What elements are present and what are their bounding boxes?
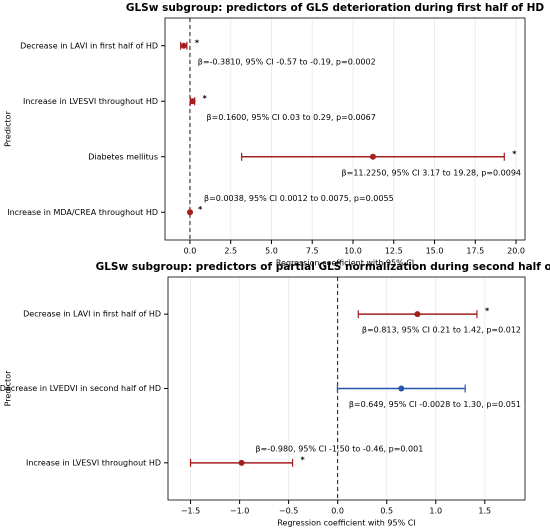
y-tick-label: Diabetes mellitus	[88, 152, 158, 161]
y-tick-label: Increase in LVESVI throughout HD	[23, 97, 158, 106]
point-estimate	[189, 98, 196, 105]
annotation: β=-0.980, 95% CI -1.50 to -0.46, p=0.001	[256, 444, 424, 453]
significance-mark: *	[195, 38, 200, 47]
chart-title: GLSw subgroup: predictors of GLS deterio…	[126, 2, 545, 14]
chart-title: GLSw subgroup: predictors of partial GLS…	[96, 261, 550, 273]
y-tick-label: Increase in MDA/CREA throughout HD	[7, 208, 158, 217]
x-tick-label: 0.0	[331, 507, 344, 516]
x-tick-label: 12.5	[385, 247, 403, 256]
annotation: β=0.813, 95% CI 0.21 to 1.42, p=0.012	[362, 326, 521, 335]
x-tick-label: 0.0	[184, 247, 197, 256]
x-tick-label: 10.0	[344, 247, 362, 256]
y-tick-label: Decrease in LAVI in first half of HD	[20, 41, 158, 50]
y-axis-label: Predictor	[4, 370, 13, 406]
annotation: β=0.0038, 95% CI 0.0012 to 0.0075, p=0.0…	[204, 194, 394, 203]
x-tick-label: −1.0	[230, 507, 249, 516]
x-tick-label: 15.0	[426, 247, 444, 256]
annotation: β=11.2250, 95% CI 3.17 to 19.28, p=0.009…	[342, 168, 521, 177]
point-estimate	[369, 153, 376, 160]
annotation: β=0.1600, 95% CI 0.03 to 0.29, p=0.0067	[207, 113, 376, 122]
point-estimate	[238, 459, 245, 466]
x-axis-label: Regression coefficient with 95% CI	[276, 259, 414, 268]
annotation: β=0.649, 95% CI -0.0028 to 1.30, p=0.051	[349, 400, 521, 409]
y-tick-label: Increase in LVESVI throughout HD	[26, 458, 161, 467]
x-tick-label: 20.0	[507, 247, 525, 256]
x-tick-label: 17.5	[466, 247, 484, 256]
plot-frame	[164, 17, 526, 241]
x-tick-label: 5.0	[265, 247, 278, 256]
x-tick-label: 1.5	[478, 507, 491, 516]
significance-mark: *	[198, 205, 203, 214]
point-estimate	[398, 385, 405, 392]
x-tick-label: 7.5	[306, 247, 319, 256]
significance-mark: *	[512, 149, 517, 158]
y-tick-label: Decrease in LVEDVI in second half of HD	[0, 384, 161, 393]
y-tick-label: Decrease in LAVI in first half of HD	[23, 310, 161, 319]
x-tick-label: −1.5	[181, 507, 200, 516]
x-axis-label: Regression coefficient with 95% CI	[277, 519, 415, 528]
annotation: β=-0.3810, 95% CI -0.57 to -0.19, p=0.00…	[198, 57, 376, 66]
significance-mark: *	[301, 455, 306, 464]
significance-mark: *	[485, 307, 490, 316]
point-estimate	[414, 311, 421, 318]
x-tick-label: 0.5	[380, 507, 393, 516]
significance-mark: *	[203, 94, 208, 103]
x-tick-label: 1.0	[429, 507, 442, 516]
point-estimate	[187, 209, 194, 216]
y-axis-label: Predictor	[4, 110, 13, 146]
x-tick-label: 2.5	[224, 247, 237, 256]
x-tick-label: −0.5	[279, 507, 298, 516]
point-estimate	[180, 42, 187, 49]
